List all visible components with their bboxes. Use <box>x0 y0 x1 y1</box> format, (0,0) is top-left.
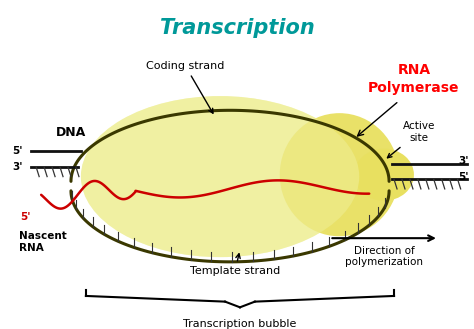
Text: RNA
Polymerase: RNA Polymerase <box>368 63 460 95</box>
Ellipse shape <box>354 149 414 201</box>
Text: Template strand: Template strand <box>190 254 280 276</box>
Ellipse shape <box>81 96 359 257</box>
Ellipse shape <box>81 96 359 257</box>
Text: Transcription bubble: Transcription bubble <box>183 319 297 329</box>
Text: Coding strand: Coding strand <box>146 61 225 113</box>
Text: DNA: DNA <box>56 126 86 139</box>
Text: 5': 5' <box>459 172 469 182</box>
Text: 3': 3' <box>12 162 23 172</box>
Text: 5': 5' <box>12 146 23 156</box>
Text: Active
site: Active site <box>387 121 435 158</box>
Text: 3': 3' <box>459 156 469 165</box>
Text: 5': 5' <box>20 212 30 222</box>
Text: Nascent
RNA: Nascent RNA <box>19 231 67 253</box>
Ellipse shape <box>280 113 399 236</box>
Text: Transcription: Transcription <box>160 18 314 38</box>
Text: Direction of
polymerization: Direction of polymerization <box>345 246 423 267</box>
